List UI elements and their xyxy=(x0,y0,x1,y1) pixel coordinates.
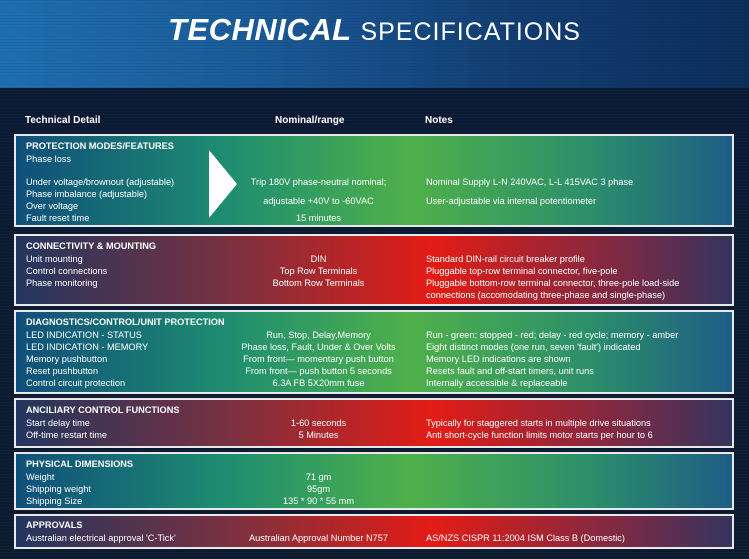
section-diagnostics: DIAGNOSTICS/CONTROL/UNIT PROTECTION LED … xyxy=(14,310,734,394)
table-row: Phase monitoring Bottom Row Terminals Pl… xyxy=(16,277,732,289)
title-bold: TECHNICAL xyxy=(168,12,352,47)
section-title: PHYSICAL DIMENSIONS xyxy=(26,459,134,469)
nominal-cell: 71 gm xyxy=(305,472,332,482)
nominal-cell: DIN xyxy=(310,254,327,264)
detail-cell: Fault reset time xyxy=(26,213,90,223)
nominal-cell: 135 * 90 * 55 mm xyxy=(283,496,354,506)
detail-cell: Control connections xyxy=(26,266,108,276)
column-header-nominal: Nominal/range xyxy=(275,115,345,126)
table-row: Shipping weight 95gm xyxy=(16,483,732,495)
table-row: Reset pushbutton From front— push button… xyxy=(16,365,732,377)
column-header-detail: Technical Detail xyxy=(25,115,101,126)
table-row: Over voltage xyxy=(16,200,732,212)
section-physical: PHYSICAL DIMENSIONS Weight 71 gm Shippin… xyxy=(14,452,734,510)
detail-cell: LED INDICATION - STATUS xyxy=(26,330,142,340)
section-connectivity: CONNECTIVITY & MOUNTING Unit mounting DI… xyxy=(14,234,734,306)
detail-cell: Shipping Size xyxy=(26,496,83,506)
column-header-notes: Notes xyxy=(425,115,453,126)
detail-cell: Start delay time xyxy=(26,418,90,428)
table-row: Phase imbalance (adjustable) xyxy=(16,188,732,200)
table-row: adjustable +40V to -60VAC User-adjustabl… xyxy=(16,195,732,207)
table-row: Control circuit protection 6.3A FB 5X20m… xyxy=(16,377,732,389)
table-row: Start delay time 1-60 seconds Typically … xyxy=(16,417,732,429)
nominal-cell: 5 Minutes xyxy=(298,430,339,440)
nominal-cell: Trip 180V phase-neutral nominal; xyxy=(250,177,387,187)
detail-cell: Over voltage xyxy=(26,201,79,211)
notes-cell: Pluggable top-row terminal connector, fi… xyxy=(426,266,618,276)
detail-cell: Weight xyxy=(26,472,55,482)
notes-cell: Pluggable bottom-row terminal connector,… xyxy=(426,278,680,288)
nominal-cell: Bottom Row Terminals xyxy=(272,278,365,288)
detail-cell: LED INDICATION - MEMORY xyxy=(26,342,149,352)
table-row: Under voltage/brownout (adjustable) Trip… xyxy=(16,176,732,188)
arrow-marker xyxy=(209,150,237,218)
detail-cell: Control circuit protection xyxy=(26,378,126,388)
header-banner: TECHNICAL SPECIFICATIONS xyxy=(0,0,749,88)
nominal-cell: Australian Approval Number N757 xyxy=(249,533,388,543)
nominal-cell: 6.3A FB 5X20mm fuse xyxy=(272,378,365,388)
section-title: DIAGNOSTICS/CONTROL/UNIT PROTECTION xyxy=(26,317,225,327)
notes-cell: Anti short-cycle function limits motor s… xyxy=(426,430,653,440)
notes-cell: Eight distinct modes (one run, seven 'fa… xyxy=(426,342,641,352)
nominal-cell: Top Row Terminals xyxy=(279,266,358,276)
section-title: PROTECTION MODES/FEATURES xyxy=(26,141,174,151)
notes-cell: Run - green; stopped - red; delay - red … xyxy=(426,330,679,340)
detail-cell: Memory pushbutton xyxy=(26,354,108,364)
notes-cell: Resets fault and off-start timers, unit … xyxy=(426,366,594,376)
detail-cell: Phase loss xyxy=(26,154,71,164)
detail-cell: Shipping weight xyxy=(26,484,91,494)
table-row: Shipping Size 135 * 90 * 55 mm xyxy=(16,495,732,507)
section-anciliary: ANCILIARY CONTROL FUNCTIONS Start delay … xyxy=(14,398,734,448)
table-row: LED INDICATION - STATUS Run, Stop, Delay… xyxy=(16,329,732,341)
notes-cell: User-adjustable via internal potentiomet… xyxy=(426,196,597,206)
table-row: Weight 71 gm xyxy=(16,471,732,483)
detail-cell: Under voltage/brownout (adjustable) xyxy=(26,177,175,187)
section-title: APPROVALS xyxy=(26,520,83,530)
table-row: Australian electrical approval 'C-Tick' … xyxy=(16,532,732,544)
nominal-cell: 95gm xyxy=(307,484,330,494)
page-title: TECHNICAL SPECIFICATIONS xyxy=(0,12,749,48)
notes-cell: Memory LED indications are shown xyxy=(426,354,571,364)
detail-cell: Phase monitoring xyxy=(26,278,98,288)
detail-cell: Unit mounting xyxy=(26,254,83,264)
table-row: Phase loss xyxy=(16,153,732,165)
section-title: CONNECTIVITY & MOUNTING xyxy=(26,241,156,251)
table-row: Off-time restart time 5 Minutes Anti sho… xyxy=(16,429,732,441)
nominal-cell: From front— push button 5 seconds xyxy=(245,366,392,376)
section-protection: PROTECTION MODES/FEATURES Phase loss Und… xyxy=(14,134,734,227)
title-light: SPECIFICATIONS xyxy=(360,18,581,46)
section-title: ANCILIARY CONTROL FUNCTIONS xyxy=(26,405,180,415)
detail-cell: Off-time restart time xyxy=(26,430,108,440)
nominal-cell: adjustable +40V to -60VAC xyxy=(263,196,374,206)
nominal-cell: 1-60 seconds xyxy=(290,418,347,428)
notes-cell: Nominal Supply L-N 240VAC, L-L 415VAC 3 … xyxy=(426,177,634,187)
nominal-cell: Run, Stop, Delay,Memory xyxy=(266,330,371,340)
table-row: Memory pushbutton From front— momentary … xyxy=(16,353,732,365)
notes-cell: Standard DIN-rail circuit breaker profil… xyxy=(426,254,585,264)
table-row: connections (accomodating three-phase an… xyxy=(16,289,732,301)
table-row: Control connections Top Row Terminals Pl… xyxy=(16,265,732,277)
detail-cell: Phase imbalance (adjustable) xyxy=(26,189,148,199)
notes-cell: connections (accomodating three-phase an… xyxy=(426,290,666,300)
detail-cell: Reset pushbutton xyxy=(26,366,99,376)
notes-cell: Typically for staggered starts in multip… xyxy=(426,418,651,428)
nominal-cell: 15 minutes xyxy=(296,213,341,223)
table-row: Unit mounting DIN Standard DIN-rail circ… xyxy=(16,253,732,265)
detail-cell: Australian electrical approval 'C-Tick' xyxy=(26,533,176,543)
table-row: LED INDICATION - MEMORY Phase loss, Faul… xyxy=(16,341,732,353)
notes-cell: Internally accessible & replaceable xyxy=(426,378,568,388)
notes-cell: AS/NZS CISPR 11:2004 ISM Class B (Domest… xyxy=(426,533,625,543)
nominal-cell: From front— momentary push button xyxy=(243,354,394,364)
nominal-cell: Phase loss, Fault, Under & Over Volts xyxy=(241,342,396,352)
table-row: Fault reset time 15 minutes xyxy=(16,212,732,224)
section-approvals: APPROVALS Australian electrical approval… xyxy=(14,514,734,549)
